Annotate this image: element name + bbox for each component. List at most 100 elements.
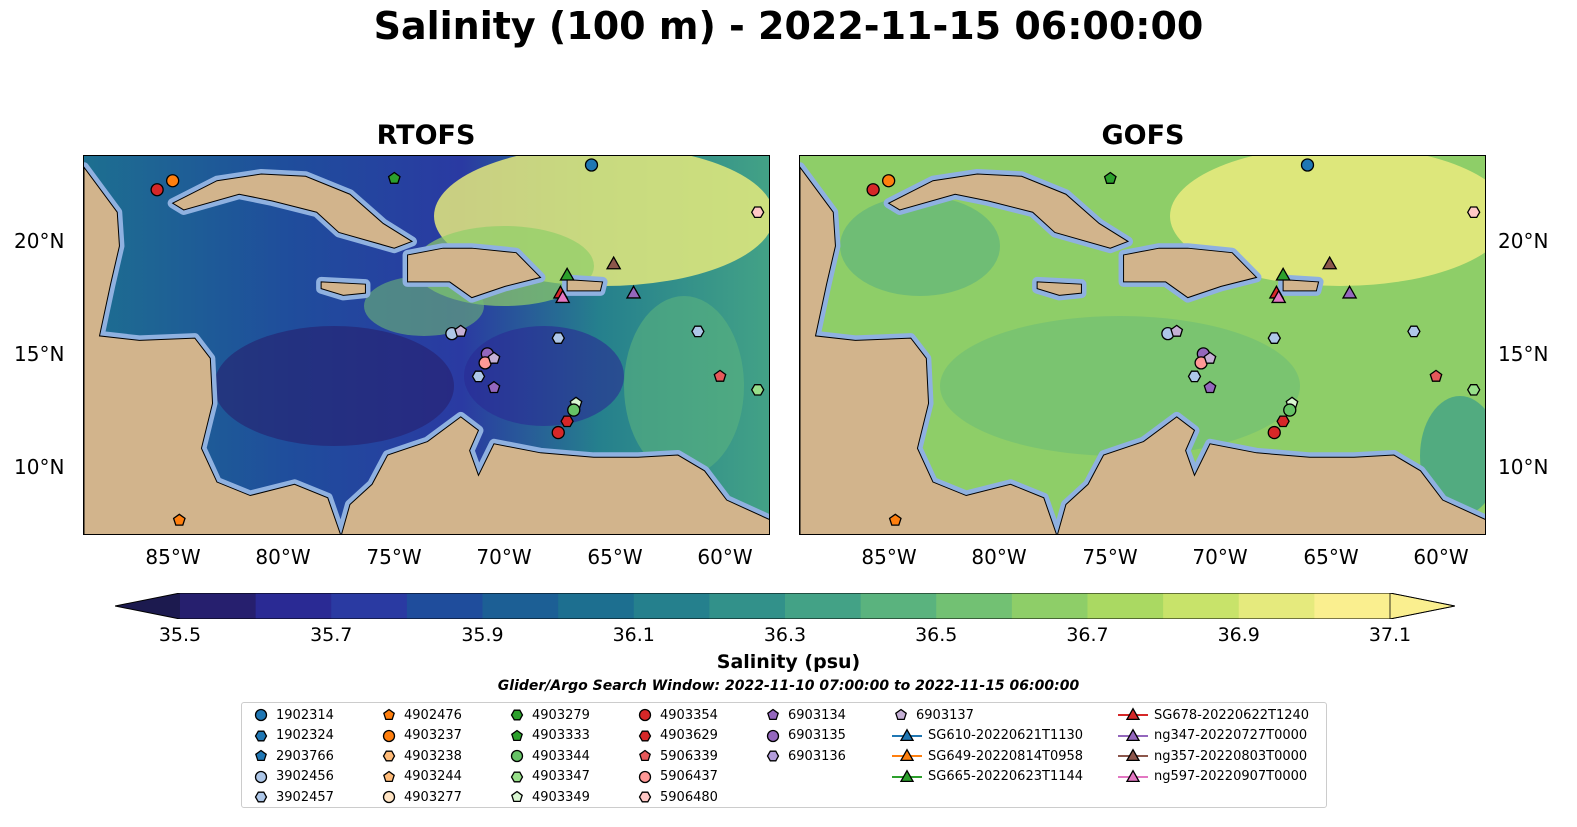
- legend-label: 4903244: [404, 769, 462, 784]
- legend-entry: ng357-20220803T0000: [1118, 746, 1307, 766]
- platform-marker: [605, 255, 622, 270]
- legend-label: 4903277: [404, 789, 462, 805]
- legend-label: 4903354: [660, 707, 718, 723]
- gofs-map-panel: [799, 155, 1486, 535]
- legend-entry: 4903629: [636, 726, 718, 746]
- legend-label: 4903629: [660, 728, 718, 743]
- legend-marker-icon: [510, 749, 524, 763]
- colorbar-tick-label: 37.1: [1368, 624, 1412, 646]
- land-mass: [1282, 279, 1320, 292]
- legend-entry: 3902457: [252, 787, 334, 807]
- legend-entry: 4902476: [380, 705, 462, 725]
- platform-marker: [866, 183, 880, 197]
- legend-marker-icon: [382, 729, 396, 742]
- colorbar-segment: [180, 593, 257, 619]
- lon-label-85w: 85°W: [145, 545, 201, 569]
- legend-entry: 3902456: [252, 767, 334, 787]
- lat-label-15n-right: 15°N: [1498, 342, 1549, 366]
- legend-marker-icon: [895, 708, 907, 721]
- land-mass: [566, 279, 604, 292]
- colorbar-tick-label: 36.3: [763, 624, 807, 646]
- colorbar-min-extend: [115, 593, 180, 619]
- colorbar-segment: [406, 593, 483, 619]
- legend-entry: 5906437: [636, 767, 718, 787]
- colorbar-segment: [860, 593, 937, 619]
- land-mass: [800, 166, 1057, 534]
- legend-label: 5906480: [660, 789, 718, 805]
- legend-label: 3902457: [276, 789, 334, 805]
- land-mass: [1057, 416, 1485, 534]
- colorbar: [115, 593, 1455, 619]
- legend-entry: ng347-20220727T0000: [1118, 726, 1307, 746]
- legend-label: SG649-20220814T0958: [928, 748, 1084, 764]
- colorbar-segment: [1087, 593, 1164, 619]
- legend-label: 5906339: [660, 748, 718, 764]
- platform-marker: [1267, 332, 1282, 344]
- legend-label: 4903279: [532, 707, 590, 723]
- legend-label: 1902324: [276, 728, 334, 743]
- legend-marker-icon: [1118, 748, 1148, 762]
- colorbar-segment: [785, 593, 862, 619]
- platform-marker: [551, 425, 565, 440]
- platform-marker: [1275, 266, 1291, 281]
- legend-label: 6903135: [788, 728, 846, 743]
- legend-entry: 6903136: [764, 746, 846, 766]
- legend-label: 4903237: [404, 728, 462, 743]
- platform-marker: [625, 284, 642, 299]
- colorbar-segment: [936, 593, 1013, 619]
- platform-marker: [713, 369, 727, 382]
- rtofs-panel-title: RTOFS: [376, 120, 476, 151]
- platform-marker: [150, 183, 164, 197]
- legend-marker-icon: [892, 768, 922, 782]
- platform-marker: [1321, 255, 1338, 270]
- platform-marker: [1276, 415, 1290, 428]
- lon-label-75w-right: 75°W: [1082, 545, 1138, 569]
- legend-marker-icon: [766, 729, 780, 742]
- legend-entry: 6903135: [764, 726, 846, 746]
- gofs-map: [800, 156, 1485, 534]
- legend-label: ng597-20220907T0000: [1154, 769, 1308, 784]
- lon-label-75w: 75°W: [366, 545, 422, 569]
- legend-entry: 4903333: [508, 726, 590, 746]
- legend-label: 4903333: [532, 728, 590, 743]
- lon-label-65w-right: 65°W: [1303, 545, 1359, 569]
- platform-marker: [888, 513, 902, 526]
- legend-label: SG665-20220623T1144: [928, 769, 1084, 784]
- colorbar-label: Salinity (psu): [716, 651, 861, 673]
- platform-marker: [172, 513, 186, 526]
- colorbar-segment: [709, 593, 786, 619]
- colorbar-segment: [1163, 593, 1240, 619]
- legend-marker-icon: [254, 770, 268, 783]
- legend-label: 4902476: [404, 707, 462, 723]
- colorbar-segment: [1314, 593, 1391, 619]
- legend-entry: 5906339: [636, 746, 718, 766]
- figure-title: Salinity (100 m) - 2022-11-15 06:00:00: [373, 4, 1204, 48]
- lat-label-10n: 10°N: [14, 455, 65, 479]
- lon-label-70w: 70°W: [476, 545, 532, 569]
- legend-label: 1902314: [276, 707, 334, 723]
- lon-label-80w: 80°W: [255, 545, 311, 569]
- colorbar-tick-label: 35.5: [158, 624, 202, 646]
- legend-label: 6903137: [916, 707, 974, 723]
- colorbar-segment: [255, 593, 332, 619]
- platform-marker: [1407, 325, 1421, 338]
- legend-entry: 4903238: [380, 746, 462, 766]
- platform-marker: [1187, 370, 1202, 383]
- legend-entry: 2903766: [252, 746, 334, 766]
- legend-label: 3902456: [276, 769, 334, 784]
- legend-label: ng357-20220803T0000: [1154, 748, 1308, 764]
- platform-marker: [691, 325, 705, 338]
- legend-marker-icon: [1118, 727, 1148, 741]
- legend-entry: 6903134: [764, 705, 846, 725]
- land-mass: [1123, 247, 1258, 299]
- colorbar-tick-label: 35.9: [461, 624, 504, 646]
- legend-marker-icon: [254, 708, 268, 722]
- legend-label: SG678-20220622T1240: [1154, 707, 1310, 723]
- land-mass: [1036, 281, 1082, 296]
- legend-label: ng347-20220727T0000: [1154, 728, 1308, 743]
- colorbar-segment: [1238, 593, 1315, 619]
- legend-marker-icon: [767, 708, 779, 721]
- land-mass: [171, 173, 414, 249]
- legend-marker-icon: [383, 770, 395, 782]
- platform-marker: [584, 158, 599, 172]
